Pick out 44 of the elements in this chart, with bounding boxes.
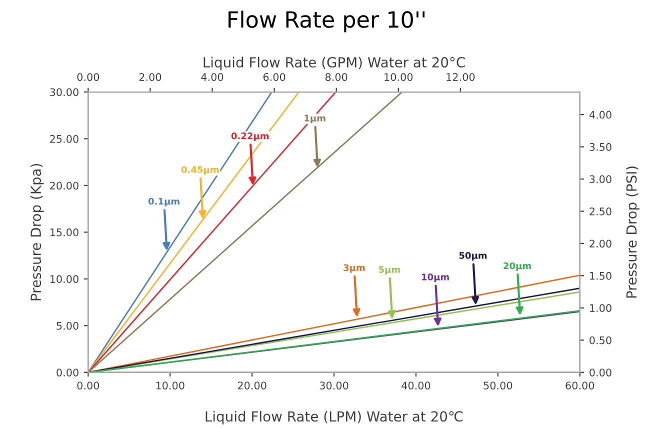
x2-tick-label: 0.00 [77,73,100,81]
x-tick-label: 50.00 [484,382,512,390]
annotation: 0.1µm [148,198,180,206]
y-tick-label: 15.00 [50,228,78,236]
y-tick-label: 10.00 [50,275,78,284]
annotation: 0.45µm [181,166,219,175]
annotation: 3µm [344,264,365,273]
y-axis-title: Pressure Drop (Kpa) [30,164,44,300]
y-tick-label: 25.00 [50,134,78,143]
x-tick-label: 60.00 [566,382,594,390]
y2-tick-label: 2.00 [590,240,612,248]
y2-tick-label: 0.50 [590,336,612,344]
annotation: 10µm [422,274,449,282]
annotation: 50µm [459,252,487,261]
x2-axis-title: Liquid Flow Rate (GPM) Water at 20°C [204,56,465,70]
x-axis-title: Liquid Flow Rate (LPM) Water at 20℃ [206,410,463,424]
y2-tick-label: 3.00 [590,175,612,184]
chart-title: Flow Rate per 10'' [228,10,425,32]
x2-tick-label: 8.00 [325,73,348,81]
y2-tick-label: 3.50 [590,143,612,151]
annotation: 1µm [304,114,326,124]
x2-tick-label: 12.00 [446,73,475,81]
annotation: 20µm [504,262,531,271]
y2-tick-label: 4.00 [589,110,612,119]
y2-tick-label: 1.00 [590,304,612,312]
y2-tick-label: 0.00 [590,368,612,376]
x2-tick-label: 4.00 [201,73,224,81]
x2-tick-label: 2.00 [139,73,162,81]
annotation: 5µm [378,266,400,275]
x-tick-label: 30.00 [320,382,348,390]
x2-tick-label: 6.00 [263,73,286,81]
y2-tick-label: 2.50 [590,207,612,216]
y-tick-label: 5.00 [56,322,78,330]
y-tick-label: 0.00 [56,368,78,376]
x-tick-label: 40.00 [402,382,430,390]
annotation: 0.22µm [231,132,269,142]
y-tick-label: 20.00 [50,182,78,190]
y2-axis-title: Pressure Drop (PSI) [626,166,640,298]
x-tick-label: 0.00 [77,382,100,390]
x-tick-label: 20.00 [238,382,266,390]
x-tick-label: 10.00 [156,382,184,390]
y2-tick-label: 1.50 [590,272,612,280]
y-tick-label: 30.00 [50,88,78,96]
x2-tick-label: 10.00 [384,73,413,81]
